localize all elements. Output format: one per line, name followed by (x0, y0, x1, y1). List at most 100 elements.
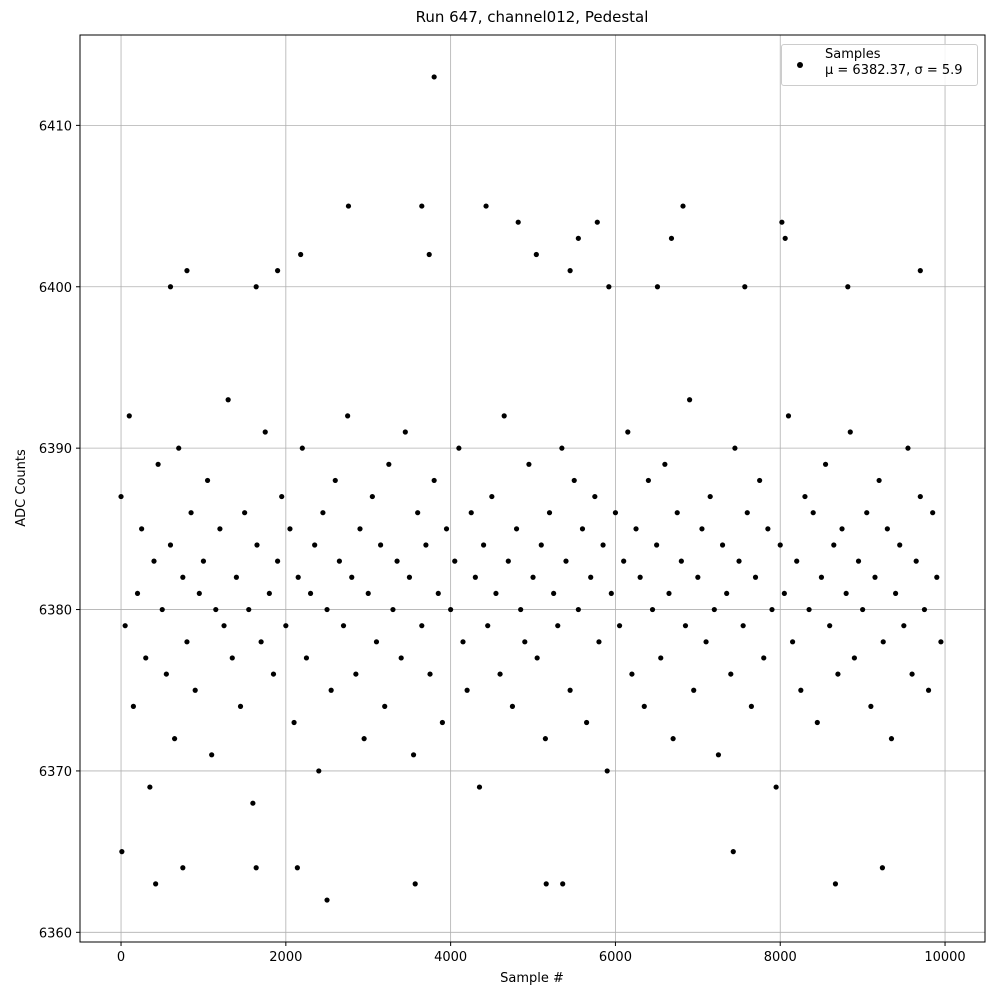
x-tick-label: 8000 (764, 950, 797, 965)
x-tick-label: 6000 (599, 950, 632, 965)
point (546, 510, 553, 516)
plot-frame (79, 34, 986, 943)
point (345, 413, 351, 419)
point (279, 493, 285, 500)
point (703, 639, 709, 645)
point (443, 526, 450, 532)
chart-title: Run 647, channel012, Pedestal (416, 8, 649, 26)
point (752, 574, 759, 580)
point (518, 606, 524, 613)
point (410, 752, 417, 758)
point (126, 413, 132, 419)
point (394, 558, 400, 564)
point (303, 655, 310, 661)
point (724, 590, 730, 597)
point (294, 865, 300, 871)
point (435, 590, 441, 597)
point (274, 558, 281, 564)
point (782, 235, 788, 241)
point (794, 558, 800, 564)
point (369, 493, 375, 500)
point (559, 445, 565, 451)
point (307, 590, 314, 597)
point (464, 687, 470, 693)
point (253, 865, 259, 871)
point (938, 639, 944, 645)
point (658, 655, 664, 661)
point (880, 639, 886, 645)
point (130, 703, 136, 709)
point (530, 574, 536, 580)
point (233, 574, 239, 580)
point (167, 284, 174, 290)
point (682, 623, 689, 629)
point (340, 623, 347, 629)
point (167, 542, 174, 548)
point (349, 574, 355, 580)
grid (80, 35, 985, 942)
point (485, 623, 491, 629)
point (839, 526, 845, 532)
point (798, 687, 804, 693)
point (229, 655, 235, 661)
point (153, 881, 159, 887)
point (604, 768, 610, 774)
point (649, 606, 656, 613)
point (567, 687, 573, 693)
point (930, 510, 936, 516)
point (872, 574, 878, 580)
point (122, 623, 128, 629)
point (645, 477, 651, 484)
point (423, 542, 429, 548)
point (864, 510, 870, 516)
legend-label: Samples μ = 6382.37, σ = 5.9 (825, 47, 963, 78)
point (884, 526, 890, 532)
point (134, 590, 141, 597)
point (765, 526, 771, 532)
point (538, 542, 544, 548)
point (779, 219, 785, 225)
point (551, 590, 557, 597)
point (773, 784, 779, 790)
legend-marker (797, 62, 803, 68)
point (472, 574, 478, 580)
point (892, 590, 899, 597)
point (196, 590, 202, 597)
point (909, 671, 915, 677)
y-axis-label: ADC Counts (14, 449, 29, 527)
point (176, 445, 182, 451)
point (274, 268, 281, 274)
legend: Samples μ = 6382.37, σ = 5.9 (781, 44, 978, 86)
point (917, 493, 923, 500)
point (431, 74, 437, 80)
point (439, 719, 445, 726)
point (246, 606, 252, 613)
point (419, 623, 425, 629)
point (266, 590, 272, 597)
y-tick-label: 6360 (39, 926, 72, 941)
point (847, 429, 853, 435)
point (283, 623, 289, 629)
point (719, 542, 726, 548)
point (468, 510, 474, 516)
point (427, 671, 433, 677)
point (736, 558, 742, 564)
point (361, 736, 367, 742)
point (742, 284, 748, 290)
point (118, 493, 124, 500)
point (654, 542, 660, 548)
point (785, 413, 792, 419)
point (897, 542, 903, 548)
point (357, 526, 363, 532)
point (456, 445, 462, 451)
point (913, 558, 919, 564)
point (412, 881, 418, 887)
point (917, 268, 923, 274)
point (480, 542, 487, 548)
point (579, 526, 586, 532)
point (583, 719, 590, 726)
x-tick-label: 4000 (434, 950, 467, 965)
points (118, 74, 944, 903)
